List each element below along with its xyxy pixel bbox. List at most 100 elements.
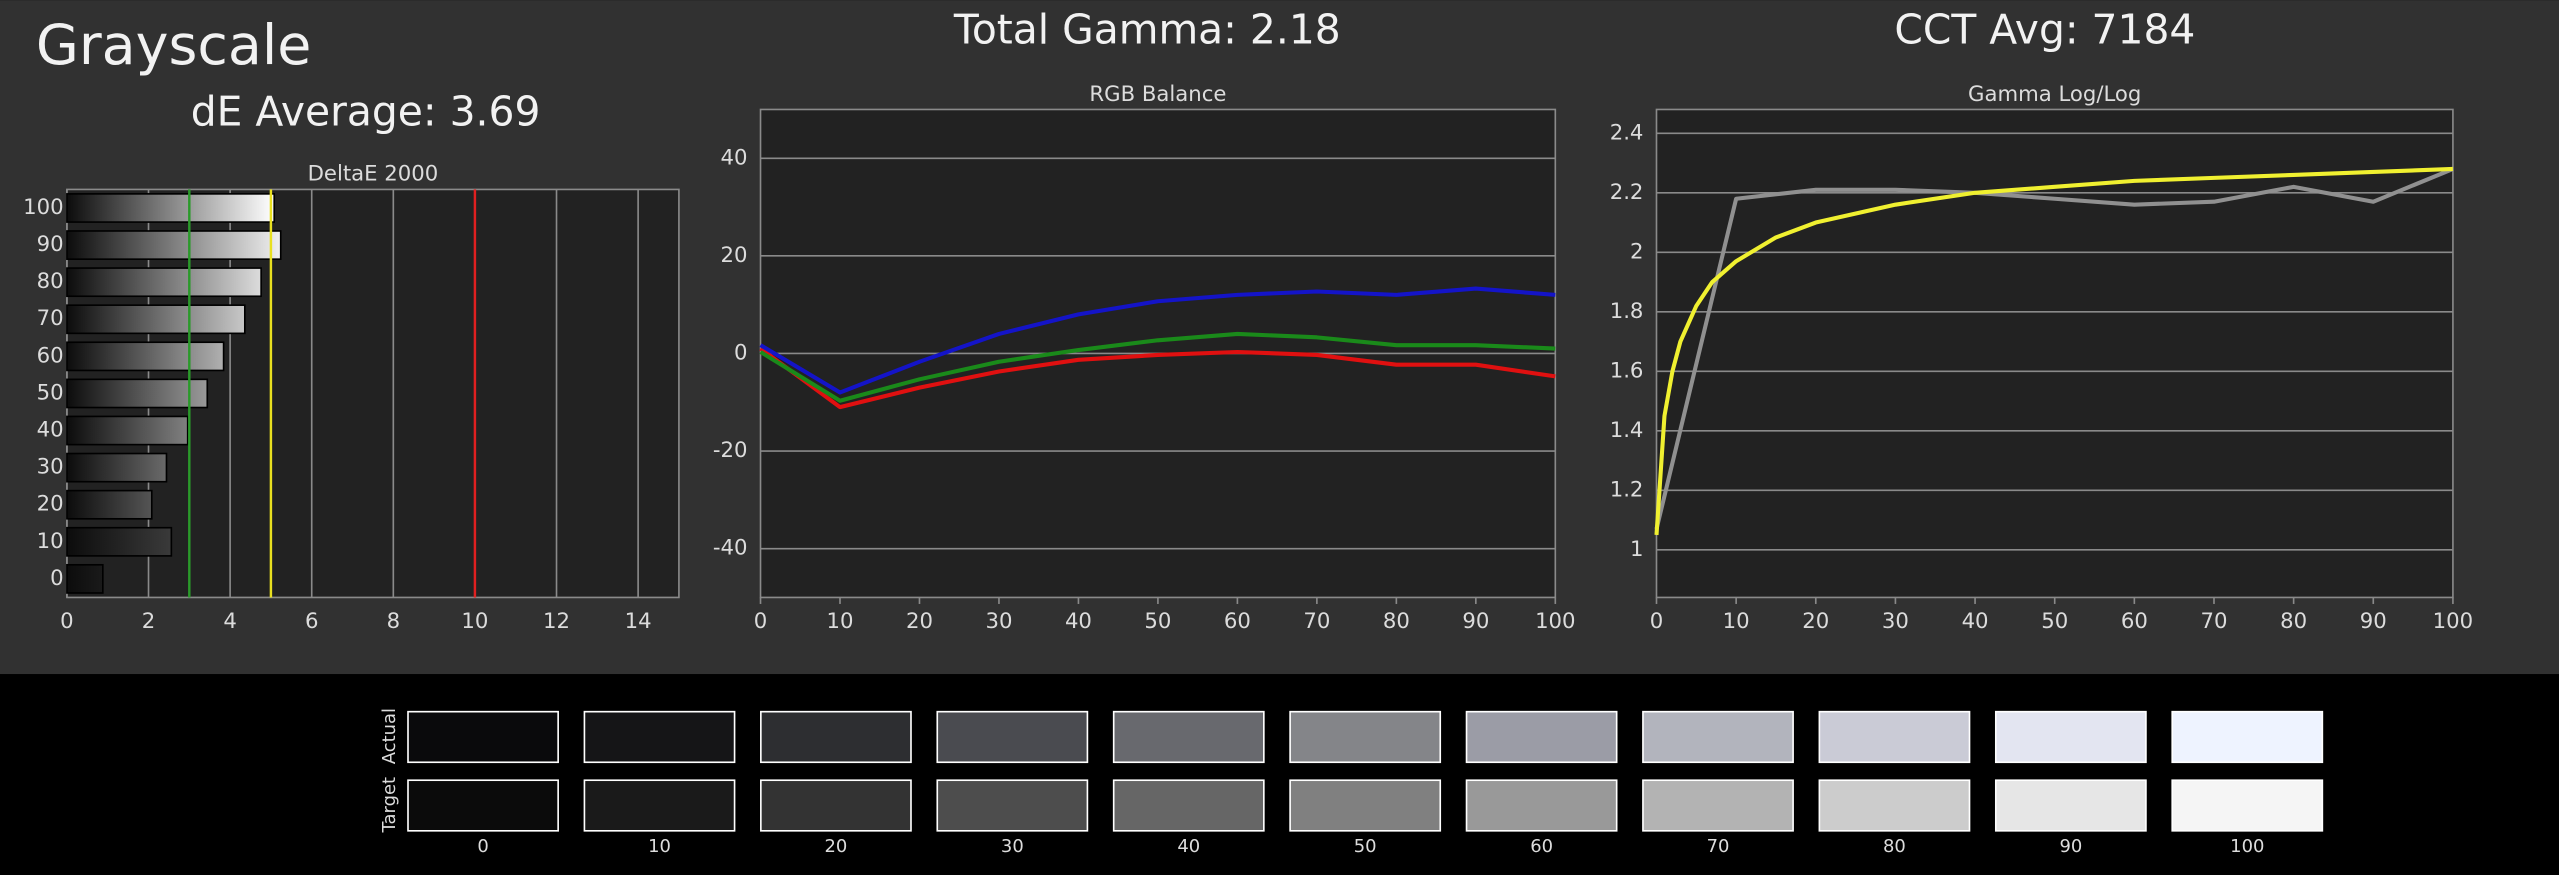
x-tick-label: 20 bbox=[1802, 609, 1829, 634]
actual-swatch bbox=[1994, 710, 2147, 764]
y-tick-label: 0 bbox=[734, 340, 748, 365]
bar bbox=[66, 563, 104, 594]
y-tick-label: 1.4 bbox=[1610, 418, 1644, 443]
bar bbox=[66, 341, 225, 372]
y-tick-label: 2 bbox=[1630, 239, 1644, 264]
y-tick-label: 90 bbox=[37, 232, 64, 257]
x-tick-label: 100 bbox=[1535, 609, 1575, 634]
bar bbox=[66, 304, 246, 335]
y-tick-label: 0 bbox=[50, 566, 64, 591]
target-swatch bbox=[760, 779, 912, 832]
actual-swatch bbox=[1289, 710, 1442, 764]
actual-swatch bbox=[1465, 710, 1618, 764]
x-tick-label: 10 bbox=[461, 609, 488, 634]
y-tick-label: 40 bbox=[37, 418, 64, 443]
swatch-label: 20 bbox=[825, 836, 848, 857]
target-swatch bbox=[1465, 779, 1618, 832]
series-line bbox=[759, 331, 1556, 403]
swatch-label: 90 bbox=[2059, 836, 2082, 857]
x-tick-label: 14 bbox=[625, 609, 652, 634]
x-tick-label: 70 bbox=[2200, 609, 2227, 634]
cct-average: CCT Avg: 7184 bbox=[1894, 6, 2195, 54]
series-line bbox=[1654, 166, 2453, 536]
target-swatch bbox=[1112, 779, 1265, 832]
x-tick-label: 30 bbox=[985, 609, 1012, 634]
actual-swatch bbox=[936, 710, 1089, 764]
y-tick-label: 2.4 bbox=[1610, 120, 1644, 145]
x-tick-label: 20 bbox=[906, 609, 933, 634]
target-swatch bbox=[1994, 779, 2147, 832]
bar bbox=[66, 193, 275, 223]
x-tick-label: 2 bbox=[142, 609, 156, 634]
x-tick-label: 8 bbox=[387, 609, 401, 634]
x-tick-label: 50 bbox=[1144, 609, 1171, 634]
x-tick-label: 90 bbox=[1462, 609, 1489, 634]
y-tick-label: 70 bbox=[37, 306, 64, 331]
x-tick-label: 80 bbox=[1383, 609, 1410, 634]
x-tick-label: 0 bbox=[754, 609, 767, 634]
x-tick-label: 0 bbox=[60, 609, 74, 634]
y-tick-label: -20 bbox=[713, 438, 748, 463]
actual-swatch bbox=[2171, 710, 2324, 764]
y-tick-label: -40 bbox=[713, 536, 748, 561]
y-tick-label: 2.2 bbox=[1610, 180, 1644, 205]
x-tick-label: 90 bbox=[2360, 609, 2387, 634]
y-tick-label: 80 bbox=[37, 269, 64, 294]
chart-title: Gamma Log/Log bbox=[1968, 82, 2141, 107]
x-tick-label: 0 bbox=[1650, 609, 1664, 634]
swatch-label: 0 bbox=[477, 836, 488, 857]
series-line bbox=[1654, 167, 2454, 530]
actual-swatch bbox=[1818, 710, 1971, 764]
x-tick-label: 50 bbox=[2041, 609, 2068, 634]
plot-area bbox=[1655, 108, 2454, 599]
total-gamma: Total Gamma: 2.18 bbox=[953, 6, 1341, 54]
target-swatch bbox=[407, 779, 559, 832]
bar bbox=[66, 489, 153, 520]
swatch-panel bbox=[0, 674, 2559, 875]
series-line bbox=[759, 346, 1556, 410]
page-title: Grayscale bbox=[36, 14, 312, 78]
target-swatch bbox=[1818, 779, 1971, 832]
x-tick-label: 100 bbox=[2433, 609, 2473, 634]
x-tick-label: 10 bbox=[827, 609, 854, 634]
bar bbox=[66, 378, 209, 409]
x-tick-label: 4 bbox=[223, 609, 237, 634]
swatch-label: 10 bbox=[648, 836, 671, 857]
y-tick-label: 100 bbox=[23, 195, 63, 220]
y-tick-label: 50 bbox=[37, 380, 64, 405]
y-tick-label: 10 bbox=[37, 529, 64, 554]
y-tick-label: 20 bbox=[720, 243, 747, 268]
bar bbox=[66, 415, 189, 446]
x-tick-label: 40 bbox=[1962, 609, 1989, 634]
target-swatch bbox=[583, 779, 736, 832]
actual-swatch bbox=[760, 710, 912, 764]
x-tick-label: 40 bbox=[1065, 609, 1092, 634]
bar bbox=[66, 452, 168, 483]
y-tick-label: 60 bbox=[37, 343, 64, 368]
swatch-label: 60 bbox=[1530, 836, 1553, 857]
swatch-label: 100 bbox=[2230, 836, 2264, 857]
x-tick-label: 70 bbox=[1303, 609, 1330, 634]
x-tick-label: 30 bbox=[1882, 609, 1909, 634]
row-label: Actual bbox=[379, 708, 400, 764]
y-tick-label: 1.2 bbox=[1610, 477, 1644, 502]
y-tick-label: 40 bbox=[720, 145, 747, 170]
x-tick-label: 12 bbox=[543, 609, 570, 634]
swatch-label: 30 bbox=[1001, 836, 1024, 857]
y-tick-label: 1.6 bbox=[1610, 358, 1644, 383]
row-label: Target bbox=[379, 777, 400, 834]
swatch-label: 40 bbox=[1177, 836, 1200, 857]
swatch-label: 80 bbox=[1883, 836, 1906, 857]
actual-swatch bbox=[407, 710, 559, 764]
chart-title: DeltaE 2000 bbox=[308, 162, 439, 187]
target-swatch bbox=[1289, 779, 1442, 832]
y-tick-label: 20 bbox=[37, 492, 64, 517]
actual-swatch bbox=[583, 710, 736, 764]
x-tick-label: 60 bbox=[1224, 609, 1251, 634]
y-tick-label: 1.8 bbox=[1610, 299, 1644, 324]
bar bbox=[66, 267, 262, 298]
x-tick-label: 6 bbox=[305, 609, 319, 634]
bar bbox=[66, 526, 173, 557]
